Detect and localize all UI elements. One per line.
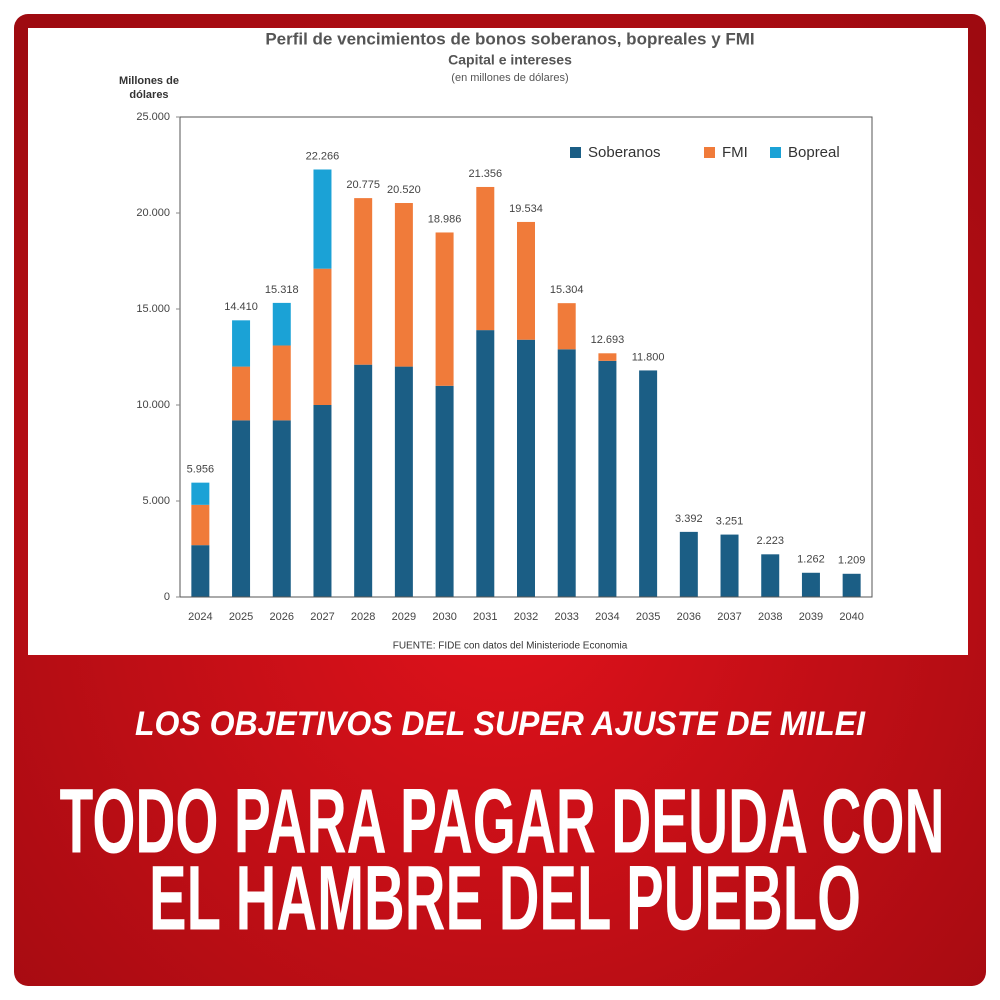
bar-segment (720, 534, 739, 597)
y-tick-label: 20.000 (136, 207, 170, 219)
x-tick-label: 2026 (270, 611, 294, 623)
bar-segment (639, 370, 658, 597)
y-tick-label: 10.000 (136, 399, 170, 411)
x-tick-label: 2034 (595, 611, 619, 623)
bar-segment (191, 504, 210, 546)
total-label: 15.304 (550, 284, 584, 296)
total-label: 1.262 (797, 554, 825, 566)
legend-swatch (704, 147, 715, 158)
total-label: 20.775 (346, 179, 380, 191)
total-label: 2.223 (756, 535, 784, 547)
x-tick-label: 2033 (554, 611, 578, 623)
total-label: 21.356 (468, 168, 502, 180)
bar-segment (394, 203, 413, 367)
bar-segment (557, 303, 576, 350)
bar-segment (517, 221, 535, 340)
bar-segment (232, 420, 251, 597)
legend-label: Bopreal (788, 144, 840, 161)
source: FUENTE: FIDE con datos del Ministeriode … (393, 641, 628, 652)
bar-segment (476, 330, 495, 597)
chart-subtitle: Capital e intereses (448, 52, 572, 68)
bar-segment (842, 573, 861, 597)
legend-label: Soberanos (588, 144, 661, 161)
x-tick-label: 2039 (799, 611, 823, 623)
total-label: 3.392 (675, 513, 703, 525)
bar-segment (272, 420, 291, 597)
total-label: 19.534 (509, 203, 543, 215)
bar-segment (598, 353, 617, 361)
bar-segment (394, 366, 413, 597)
bar-segment (435, 232, 454, 386)
bar-segment (191, 482, 210, 505)
bar-segment (517, 339, 535, 597)
chart-panel (28, 28, 968, 655)
bar-segment (232, 320, 251, 367)
bar-segment (313, 169, 332, 269)
total-label: 12.693 (591, 334, 625, 346)
headline-line: EL HAMBRE DEL PUEBLO (149, 847, 861, 949)
x-tick-label: 2038 (758, 611, 782, 623)
total-label: 15.318 (265, 284, 299, 296)
x-tick-label: 2035 (636, 611, 660, 623)
total-label: 11.800 (632, 351, 665, 363)
total-label: 14.410 (224, 301, 258, 313)
x-tick-label: 2032 (514, 611, 538, 623)
y-label-box: Millones de dólares (119, 75, 179, 101)
bar-segment (191, 545, 210, 597)
y-tick-label: 5.000 (142, 495, 170, 507)
total-label: 1.209 (838, 555, 866, 567)
bar-segment (354, 198, 373, 365)
x-tick-label: 2028 (351, 611, 375, 623)
bar-segment (476, 186, 495, 331)
x-tick-label: 2030 (432, 611, 456, 623)
total-label: 22.266 (306, 150, 340, 162)
x-tick-label: 2029 (392, 611, 416, 623)
x-tick-label: 2037 (717, 611, 741, 623)
x-tick-label: 2025 (229, 611, 253, 623)
x-tick-label: 2031 (473, 611, 497, 623)
bar-segment (272, 345, 291, 421)
headline-kicker: LOS OBJETIVOS DEL SUPER AJUSTE DE MILEI (135, 705, 866, 743)
x-tick-label: 2040 (839, 611, 863, 623)
bar-segment (313, 405, 332, 597)
x-tick-label: 2036 (677, 611, 701, 623)
bar-segment (313, 268, 332, 405)
y-tick-label: 25.000 (136, 111, 170, 123)
unit-note: (en millones de dólares) (451, 72, 568, 84)
bar-segment (801, 572, 820, 597)
headline-line: TODO PARA PAGAR DEUDA CON (60, 770, 945, 872)
bar-segment (272, 302, 291, 346)
total-label: 3.251 (716, 515, 744, 527)
bar-segment (761, 554, 780, 597)
chart-title: Perfil de vencimientos de bonos soberano… (265, 29, 754, 48)
y-tick-label: 15.000 (136, 303, 170, 315)
bar-segment (354, 364, 373, 597)
legend-swatch (770, 147, 781, 158)
total-label: 5.956 (187, 464, 215, 476)
bar-segment (435, 385, 454, 597)
legend-swatch (570, 147, 581, 158)
y-tick-label: 0 (164, 591, 170, 603)
y-axis-label: Millones de dólares (119, 75, 179, 101)
bar-segment (598, 360, 617, 597)
bar-segment (232, 366, 251, 421)
total-label: 20.520 (387, 184, 421, 196)
bar-segment (679, 531, 698, 597)
legend-label: FMI (722, 144, 748, 161)
x-tick-label: 2024 (188, 611, 212, 623)
bar-segment (557, 349, 576, 597)
total-label: 18.986 (428, 213, 462, 225)
x-tick-label: 2027 (310, 611, 334, 623)
